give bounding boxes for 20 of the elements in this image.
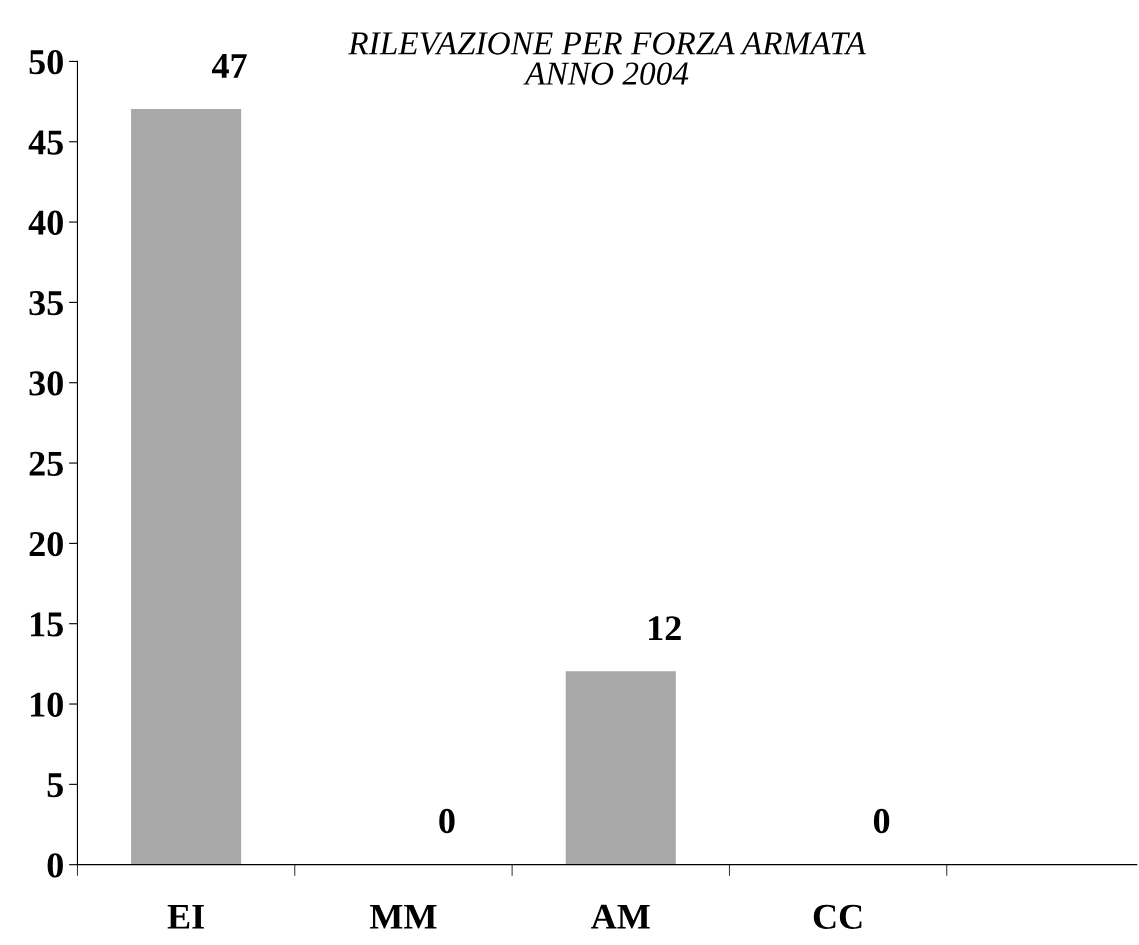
x-tick-label: AM (591, 904, 650, 929)
y-tick-label: 25 (29, 451, 63, 476)
y-tick-label: 5 (47, 773, 63, 798)
chart-title: RILEVAZIONE PER FORZA ARMATA ANNO 2004 (348, 32, 867, 85)
y-tick-label: 35 (29, 291, 63, 316)
y-tick-label: 15 (31, 612, 63, 637)
data-label: 47 (212, 54, 247, 78)
x-tick-label: CC (813, 904, 862, 929)
x-tick-label: MM (369, 904, 437, 929)
y-tick-label: 20 (29, 531, 63, 557)
y-tick-label: 0 (47, 853, 63, 878)
y-tick-label: 10 (31, 692, 63, 717)
data-label: 0 (439, 808, 455, 834)
x-tick-label: EI (167, 904, 204, 929)
data-label: 0 (873, 808, 890, 834)
y-tick-label: 50 (29, 49, 63, 75)
data-label: 12 (649, 616, 681, 641)
y-tick-label: 45 (28, 130, 63, 155)
y-tick-label: 40 (28, 210, 63, 235)
y-tick-label: 30 (29, 371, 63, 396)
